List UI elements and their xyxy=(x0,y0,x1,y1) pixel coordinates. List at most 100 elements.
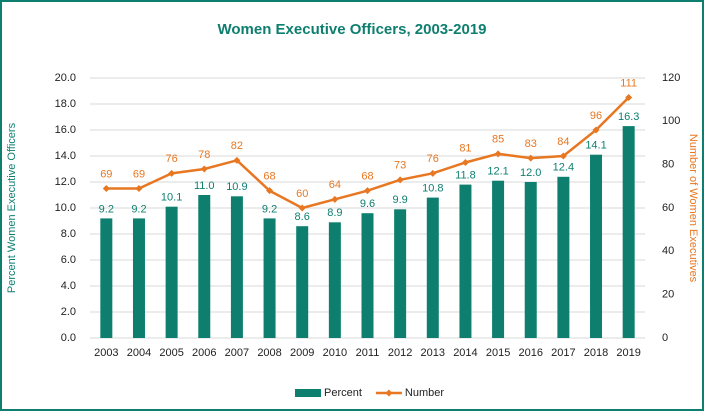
bar-value-label: 9.2 xyxy=(262,203,277,215)
line-value-label: 81 xyxy=(459,142,471,154)
y2-tick-label: 0 xyxy=(662,332,668,344)
bar xyxy=(590,154,603,338)
bar-value-label: 9.6 xyxy=(360,198,375,210)
x-tick-label: 2008 xyxy=(257,347,281,359)
bar-value-label: 12.0 xyxy=(520,167,541,179)
y-tick-label: 12.0 xyxy=(55,176,76,188)
x-tick-label: 2018 xyxy=(584,347,608,359)
line-value-label: 96 xyxy=(590,110,602,122)
x-tick-label: 2007 xyxy=(225,347,249,359)
line-marker xyxy=(625,94,633,101)
y2-tick-label: 120 xyxy=(662,72,680,84)
bar xyxy=(524,182,537,338)
line-value-label: 76 xyxy=(427,153,439,165)
y2-tick-label: 20 xyxy=(662,289,674,301)
line-marker xyxy=(494,150,502,158)
line-value-label: 69 xyxy=(133,168,145,180)
line-marker xyxy=(396,176,404,184)
line-value-label: 69 xyxy=(100,168,112,180)
bar xyxy=(459,184,472,338)
line-marker xyxy=(331,195,339,203)
bar xyxy=(394,209,407,338)
x-tick-label: 2005 xyxy=(159,347,183,359)
y-tick-label: 0.0 xyxy=(61,332,76,344)
bar xyxy=(328,222,341,338)
line-marker xyxy=(461,159,469,166)
legend-label: Percent xyxy=(324,387,362,399)
bar xyxy=(165,206,178,338)
x-tick-label: 2012 xyxy=(388,347,412,359)
line-value-label: 84 xyxy=(557,136,569,148)
line-marker xyxy=(135,185,143,192)
bar-value-label: 11.8 xyxy=(455,170,476,182)
bar xyxy=(492,180,505,338)
y-tick-label: 2.0 xyxy=(61,306,76,318)
bar xyxy=(557,176,570,338)
y2-tick-label: 60 xyxy=(662,202,674,214)
bar-value-label: 10.9 xyxy=(226,181,247,193)
bar-value-label: 8.9 xyxy=(327,207,342,219)
y-axis-title: Percent Women Executive Officers xyxy=(6,122,18,293)
line-marker xyxy=(102,185,110,192)
line-marker xyxy=(266,187,274,195)
y-tick-label: 4.0 xyxy=(61,280,76,292)
bar-value-label: 12.1 xyxy=(487,166,508,178)
line-marker xyxy=(200,165,208,173)
line-marker xyxy=(364,187,371,195)
line-value-label: 82 xyxy=(231,140,243,152)
bar-value-label: 9.2 xyxy=(99,203,114,215)
x-tick-label: 2011 xyxy=(356,347,380,359)
x-tick-label: 2013 xyxy=(421,347,445,359)
bar xyxy=(361,213,374,338)
line-marker xyxy=(527,154,535,162)
bar xyxy=(622,126,635,338)
line-value-label: 85 xyxy=(492,134,504,146)
bar-value-label: 12.4 xyxy=(553,162,574,174)
line-marker xyxy=(233,156,241,164)
y2-tick-label: 40 xyxy=(662,245,674,257)
y-tick-label: 6.0 xyxy=(61,254,76,266)
x-tick-label: 2019 xyxy=(616,347,640,359)
y-tick-label: 18.0 xyxy=(55,98,76,110)
line-value-label: 73 xyxy=(394,160,406,172)
line-value-label: 78 xyxy=(198,149,210,161)
bar-value-label: 9.2 xyxy=(131,203,146,215)
bar-value-label: 16.3 xyxy=(618,111,639,123)
y-tick-label: 10.0 xyxy=(55,202,76,214)
x-tick-label: 2015 xyxy=(486,347,510,359)
line-value-label: 76 xyxy=(165,153,177,165)
line-marker xyxy=(298,204,306,212)
y-tick-label: 20.0 xyxy=(55,72,76,84)
y2-tick-label: 100 xyxy=(662,115,680,127)
bar xyxy=(263,218,276,338)
y2-tick-label: 80 xyxy=(662,159,674,171)
line-value-label: 68 xyxy=(361,171,373,183)
line-value-label: 68 xyxy=(263,171,275,183)
bar xyxy=(132,218,145,338)
bar xyxy=(296,226,309,338)
bar xyxy=(198,195,211,338)
x-tick-label: 2010 xyxy=(323,347,347,359)
legend-marker xyxy=(385,389,393,397)
x-tick-label: 2004 xyxy=(127,347,151,359)
y-tick-label: 14.0 xyxy=(55,150,76,162)
legend-label: Number xyxy=(405,387,444,399)
y-tick-label: 8.0 xyxy=(61,228,76,240)
x-tick-label: 2003 xyxy=(94,347,118,359)
bar-value-label: 9.9 xyxy=(392,194,407,206)
x-tick-label: 2006 xyxy=(192,347,216,359)
bar xyxy=(100,218,113,338)
y2-axis-title: Number of Women Executives xyxy=(687,134,699,283)
line-marker xyxy=(559,152,567,160)
bar xyxy=(426,197,439,338)
legend-swatch xyxy=(295,389,321,397)
line-value-label: 83 xyxy=(525,138,537,150)
x-tick-label: 2009 xyxy=(290,347,314,359)
line-marker xyxy=(592,126,600,134)
line-value-label: 111 xyxy=(620,77,637,89)
bar-value-label: 10.1 xyxy=(161,192,182,204)
bar-value-label: 10.8 xyxy=(422,183,443,195)
x-tick-label: 2017 xyxy=(551,347,575,359)
